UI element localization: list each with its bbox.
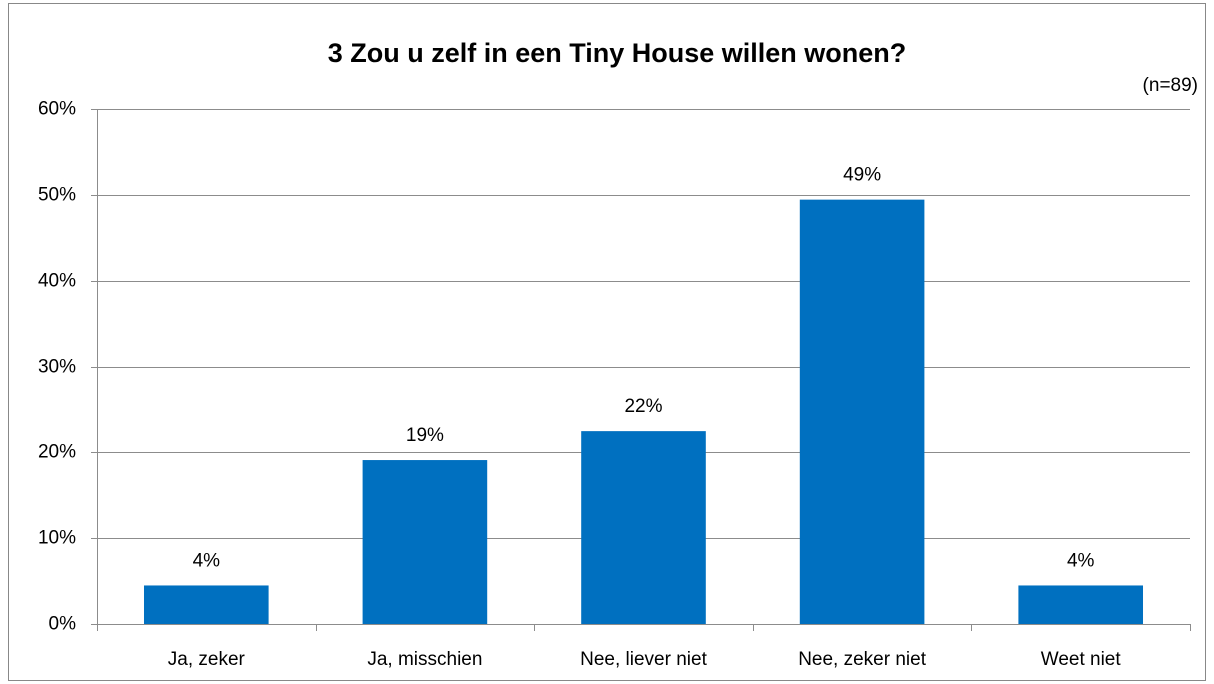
x-tick-label: Nee, liever niet [580, 649, 707, 670]
y-tick-label: 40% [38, 271, 76, 292]
bar [143, 585, 269, 624]
data-label: 4% [193, 550, 221, 571]
y-tick-label: 10% [38, 528, 76, 549]
y-tick-label: 20% [38, 442, 76, 463]
x-tick-label: Ja, misschien [367, 649, 482, 670]
data-label: 22% [624, 396, 662, 417]
chart-title: 3 Zou u zelf in een Tiny House willen wo… [328, 38, 907, 68]
x-tick-label: Nee, zeker niet [798, 649, 927, 670]
chart-subtitle: (n=89) [1143, 75, 1198, 96]
y-tick-label: 0% [49, 614, 77, 635]
x-tick-label: Ja, zeker [168, 649, 246, 670]
bar [581, 431, 706, 624]
data-label: 4% [1067, 550, 1095, 571]
y-tick-label: 30% [38, 357, 76, 378]
bar [1018, 585, 1144, 624]
bar [362, 460, 488, 624]
y-tick-label: 50% [38, 185, 76, 206]
y-tick-label: 60% [38, 99, 76, 120]
data-label: 49% [843, 165, 881, 186]
bar [799, 199, 925, 624]
data-label: 19% [406, 425, 444, 446]
x-tick-label: Weet niet [1041, 649, 1122, 670]
